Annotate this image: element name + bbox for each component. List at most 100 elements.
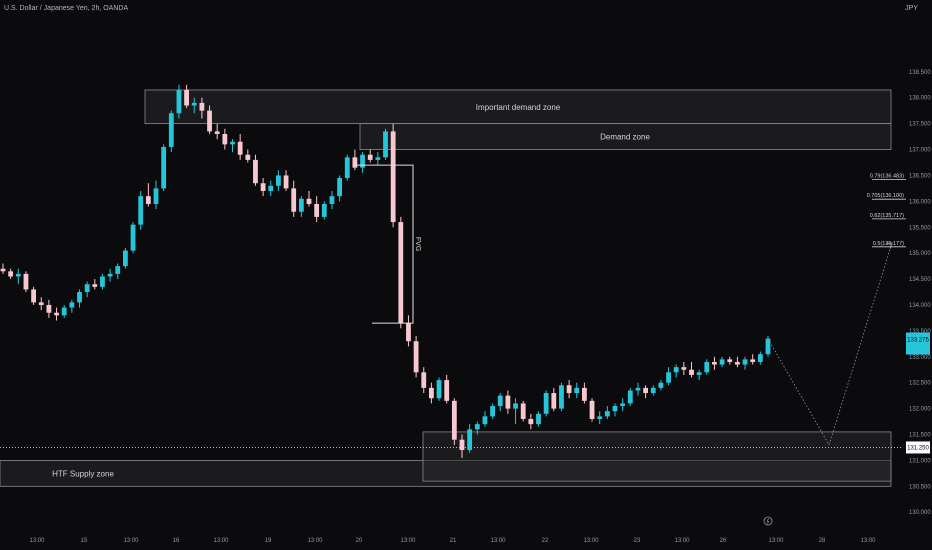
candle (459, 434, 465, 458)
candle (268, 180, 274, 197)
candle (176, 84, 182, 119)
candle-body (497, 395, 503, 407)
candle-body (207, 110, 212, 132)
candle-body (344, 157, 350, 179)
candle-body (627, 390, 633, 404)
candle-body (54, 312, 59, 316)
candle (735, 356, 740, 368)
candle-body (559, 385, 564, 409)
candle-body (612, 406, 618, 412)
candle (413, 336, 419, 378)
candle-body (168, 113, 174, 147)
candle (528, 413, 534, 430)
y-tick-label: 131.500 (909, 433, 931, 439)
candle-body (597, 416, 603, 419)
candle (61, 304, 67, 318)
candle-body (490, 406, 495, 417)
x-tick-label: 13:00 (213, 538, 229, 544)
fvg-bracket (355, 164, 414, 324)
candle (168, 110, 174, 153)
candle (390, 123, 396, 228)
candle (467, 424, 473, 453)
x-tick-label: 13:00 (490, 538, 506, 544)
candle (191, 97, 197, 114)
candle-body (398, 222, 404, 324)
candle-body (69, 302, 75, 308)
candle (643, 385, 648, 399)
candle-body (574, 387, 580, 394)
candle (222, 128, 228, 150)
candle-body (551, 393, 557, 409)
x-tick-label: 15 (81, 538, 88, 544)
candle (23, 271, 29, 293)
candle-body (536, 413, 541, 425)
candle (84, 281, 90, 298)
current-price-label: 133.275 (907, 338, 929, 344)
candle (627, 387, 633, 407)
y-tick-label: 133.500 (909, 329, 931, 335)
candle (551, 387, 557, 412)
candle-body (528, 418, 534, 425)
candle (329, 190, 335, 210)
candle (635, 382, 641, 396)
candle (482, 411, 488, 427)
candle-body (742, 359, 748, 365)
candle-body (0, 268, 6, 272)
candle (742, 356, 748, 370)
y-tick-label: 134.000 (909, 303, 931, 309)
candle (161, 144, 167, 191)
candle-body (620, 403, 626, 407)
chart-currency-label: JPY (905, 5, 918, 12)
candle (199, 97, 205, 119)
candle-body (100, 276, 105, 287)
candle (38, 297, 44, 311)
candle-body (253, 159, 258, 184)
candle-body (421, 372, 427, 388)
candle-body (107, 273, 113, 277)
y-tick-label: 135.000 (909, 251, 931, 257)
candle-body (451, 400, 457, 440)
projection-path (767, 242, 893, 446)
x-tick-label: 16 (173, 538, 180, 544)
candle-body (604, 411, 610, 417)
y-tick-label: 130.000 (909, 510, 931, 516)
zone-label: Important demand zone (476, 103, 561, 112)
zone-label: Demand zone (600, 133, 650, 142)
candle-body (31, 289, 36, 303)
candle-body (650, 387, 656, 394)
candle-body (329, 196, 335, 204)
candle (543, 390, 549, 417)
candle-body (130, 224, 136, 251)
candle-body (704, 361, 710, 373)
fib-label: 0.705(136.100) (867, 193, 904, 199)
candle-body (406, 323, 411, 342)
candle-body (712, 361, 717, 365)
candle (398, 216, 404, 329)
candle (130, 222, 136, 254)
candle (15, 268, 21, 285)
candle (115, 263, 121, 280)
x-tick-label: 22 (542, 538, 549, 544)
candle (620, 398, 626, 412)
candle-body (306, 198, 312, 204)
candle (689, 361, 694, 378)
candle (597, 411, 603, 425)
candle-body (84, 284, 90, 293)
y-tick-label: 132.000 (909, 407, 931, 413)
candle (107, 268, 113, 282)
candle-body (467, 429, 473, 451)
candle-body (77, 292, 82, 303)
candle (429, 382, 434, 404)
fib-label: 0.5(135.177) (873, 241, 904, 247)
candle-body (138, 196, 144, 225)
candle (383, 128, 388, 160)
candle-body (765, 338, 771, 355)
candle-body (543, 393, 549, 414)
zone-box (359, 123, 892, 150)
candle (421, 367, 427, 394)
candle-body (635, 387, 641, 391)
candle (337, 175, 342, 202)
candle (490, 403, 495, 419)
candle (344, 154, 350, 181)
